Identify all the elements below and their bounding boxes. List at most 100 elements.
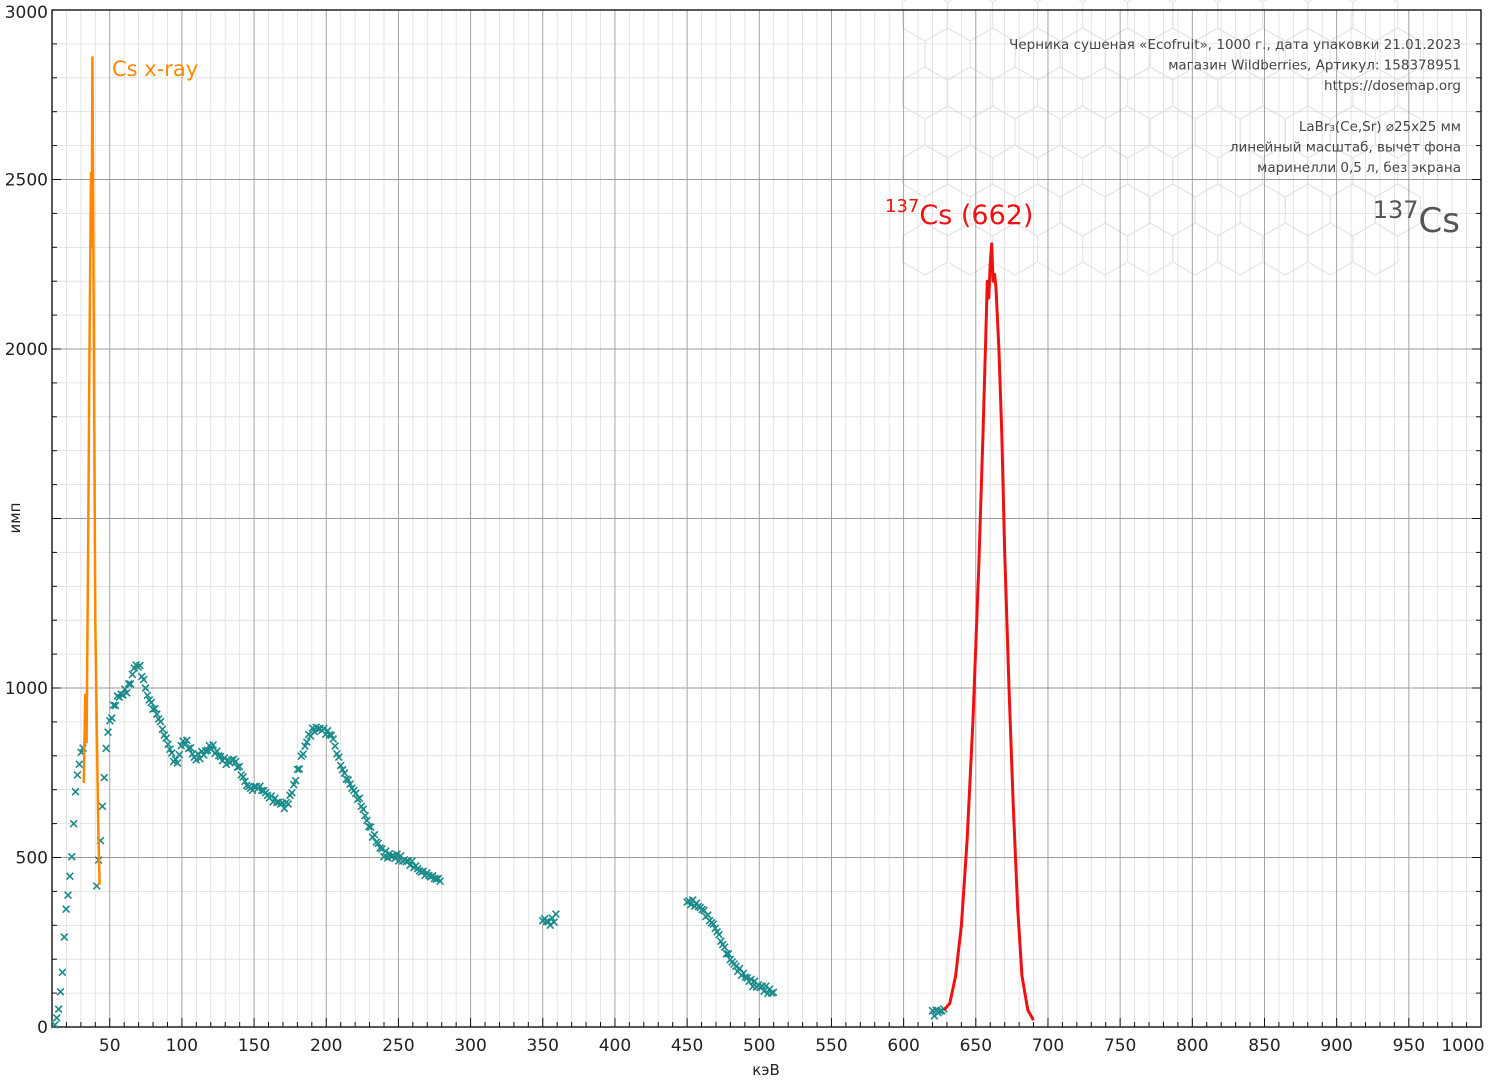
marker-stroke — [551, 910, 560, 919]
spectrum-point — [209, 741, 218, 749]
marker-stroke — [162, 734, 171, 743]
spectrum-point — [287, 788, 296, 797]
marker-stroke — [231, 757, 240, 766]
y-tick-label: 500 — [16, 849, 48, 869]
spectrum-point — [111, 701, 120, 710]
x-tick-label: 900 — [1320, 1036, 1352, 1056]
honeycomb-cell — [1307, 222, 1354, 276]
spectrum-point — [65, 872, 74, 881]
marker-stroke — [715, 930, 723, 939]
marker-stroke — [688, 896, 697, 904]
x-tick-label: 800 — [1176, 1036, 1208, 1056]
spectrum-point — [167, 749, 176, 757]
honeycomb-cell — [1036, 0, 1084, 42]
spectrum-point — [720, 943, 729, 952]
spectrum-point — [936, 1007, 944, 1016]
marker-stroke — [686, 900, 695, 909]
marker-stroke — [111, 701, 120, 710]
spectrum-point — [150, 704, 159, 713]
spectrum-point — [128, 670, 137, 679]
spectrum-point — [52, 1013, 61, 1022]
honeycomb-cell — [1149, 105, 1196, 159]
marker-stroke — [769, 988, 778, 997]
spectrum-point — [715, 930, 723, 939]
honeycomb-cell — [1172, 0, 1219, 42]
info-line: магазин Wildberries, Артикул: 158378951 — [1168, 58, 1461, 74]
spectrum-point — [550, 918, 558, 927]
spectrum-point — [162, 734, 171, 743]
spectrum-point — [293, 765, 302, 774]
marker-stroke — [139, 675, 148, 684]
spectrum-point — [143, 691, 152, 700]
x-tick-label: 450 — [671, 1036, 703, 1056]
marker-stroke — [336, 761, 345, 770]
peak-label-mass: 137 — [885, 196, 919, 217]
marker-stroke — [391, 854, 400, 863]
honeycomb-cell — [1014, 27, 1061, 81]
marker-stroke — [124, 679, 133, 688]
marker-stroke — [709, 920, 718, 929]
marker-stroke — [378, 844, 386, 853]
marker-stroke — [346, 780, 355, 789]
marker-stroke — [735, 964, 744, 973]
spectrum-point — [346, 780, 355, 789]
spectrum-point — [299, 750, 308, 759]
marker-stroke — [147, 698, 156, 707]
marker-stroke — [295, 765, 304, 773]
x-tick-label: 700 — [1032, 1036, 1064, 1056]
spectrum-point — [362, 816, 371, 825]
spectrum-point — [241, 777, 249, 786]
honeycomb-cell — [1081, 144, 1129, 198]
x-tick-label: 350 — [527, 1036, 559, 1056]
marker-stroke — [241, 777, 249, 786]
honeycomb-cell — [901, 0, 949, 42]
x-tick-label: 1000 — [1441, 1036, 1484, 1056]
marker-stroke — [209, 741, 218, 749]
marker-stroke — [102, 744, 111, 753]
spectrum-point — [391, 854, 400, 863]
x-tick-label: 600 — [887, 1036, 919, 1056]
honeycomb-cell — [1036, 222, 1084, 276]
marker-stroke — [289, 780, 298, 789]
marker-stroke — [150, 704, 159, 713]
spectrum-point — [361, 811, 370, 820]
info-line: Черника сушеная «Ecofruit», 1000 г., дат… — [1009, 37, 1461, 53]
honeycomb-cell — [1059, 105, 1106, 159]
spectrum-point — [378, 844, 386, 853]
marker-stroke — [212, 747, 221, 756]
spectrum-point — [310, 727, 319, 736]
marker-stroke — [334, 753, 343, 762]
marker-stroke — [332, 749, 341, 758]
honeycomb-cell — [946, 144, 994, 198]
marker-stroke — [60, 933, 69, 941]
spectrum-point — [366, 823, 375, 832]
spectrum-point — [331, 742, 340, 751]
marker-stroke — [128, 670, 137, 679]
marker-stroke — [936, 1007, 944, 1016]
y-axis-title: имп — [6, 503, 24, 534]
marker-stroke — [54, 1005, 63, 1014]
marker-stroke — [731, 962, 740, 971]
spectrum-point — [175, 750, 184, 759]
spectrum-point — [551, 910, 560, 919]
marker-stroke — [366, 823, 375, 832]
spectrum-point — [374, 839, 383, 848]
marker-stroke — [739, 969, 748, 978]
marker-stroke — [58, 968, 67, 977]
marker-stroke — [393, 850, 401, 859]
spectrum-point — [235, 762, 244, 771]
info-line: линейный масштаб, вычет фона — [1230, 140, 1461, 156]
marker-stroke — [216, 752, 225, 761]
marker-stroke — [71, 787, 80, 796]
spectrum-point — [291, 776, 300, 785]
spectrum-point — [152, 710, 161, 719]
y-tick-label: 2500 — [5, 171, 48, 191]
marker-stroke — [109, 701, 118, 710]
honeycomb-cell — [969, 27, 1016, 81]
honeycomb-cell — [1194, 183, 1241, 237]
marker-stroke — [107, 714, 116, 722]
x-tick-label: 300 — [454, 1036, 486, 1056]
spectrum-point — [98, 802, 107, 811]
spectrum-point — [760, 987, 769, 996]
spectrum-point — [182, 736, 191, 745]
